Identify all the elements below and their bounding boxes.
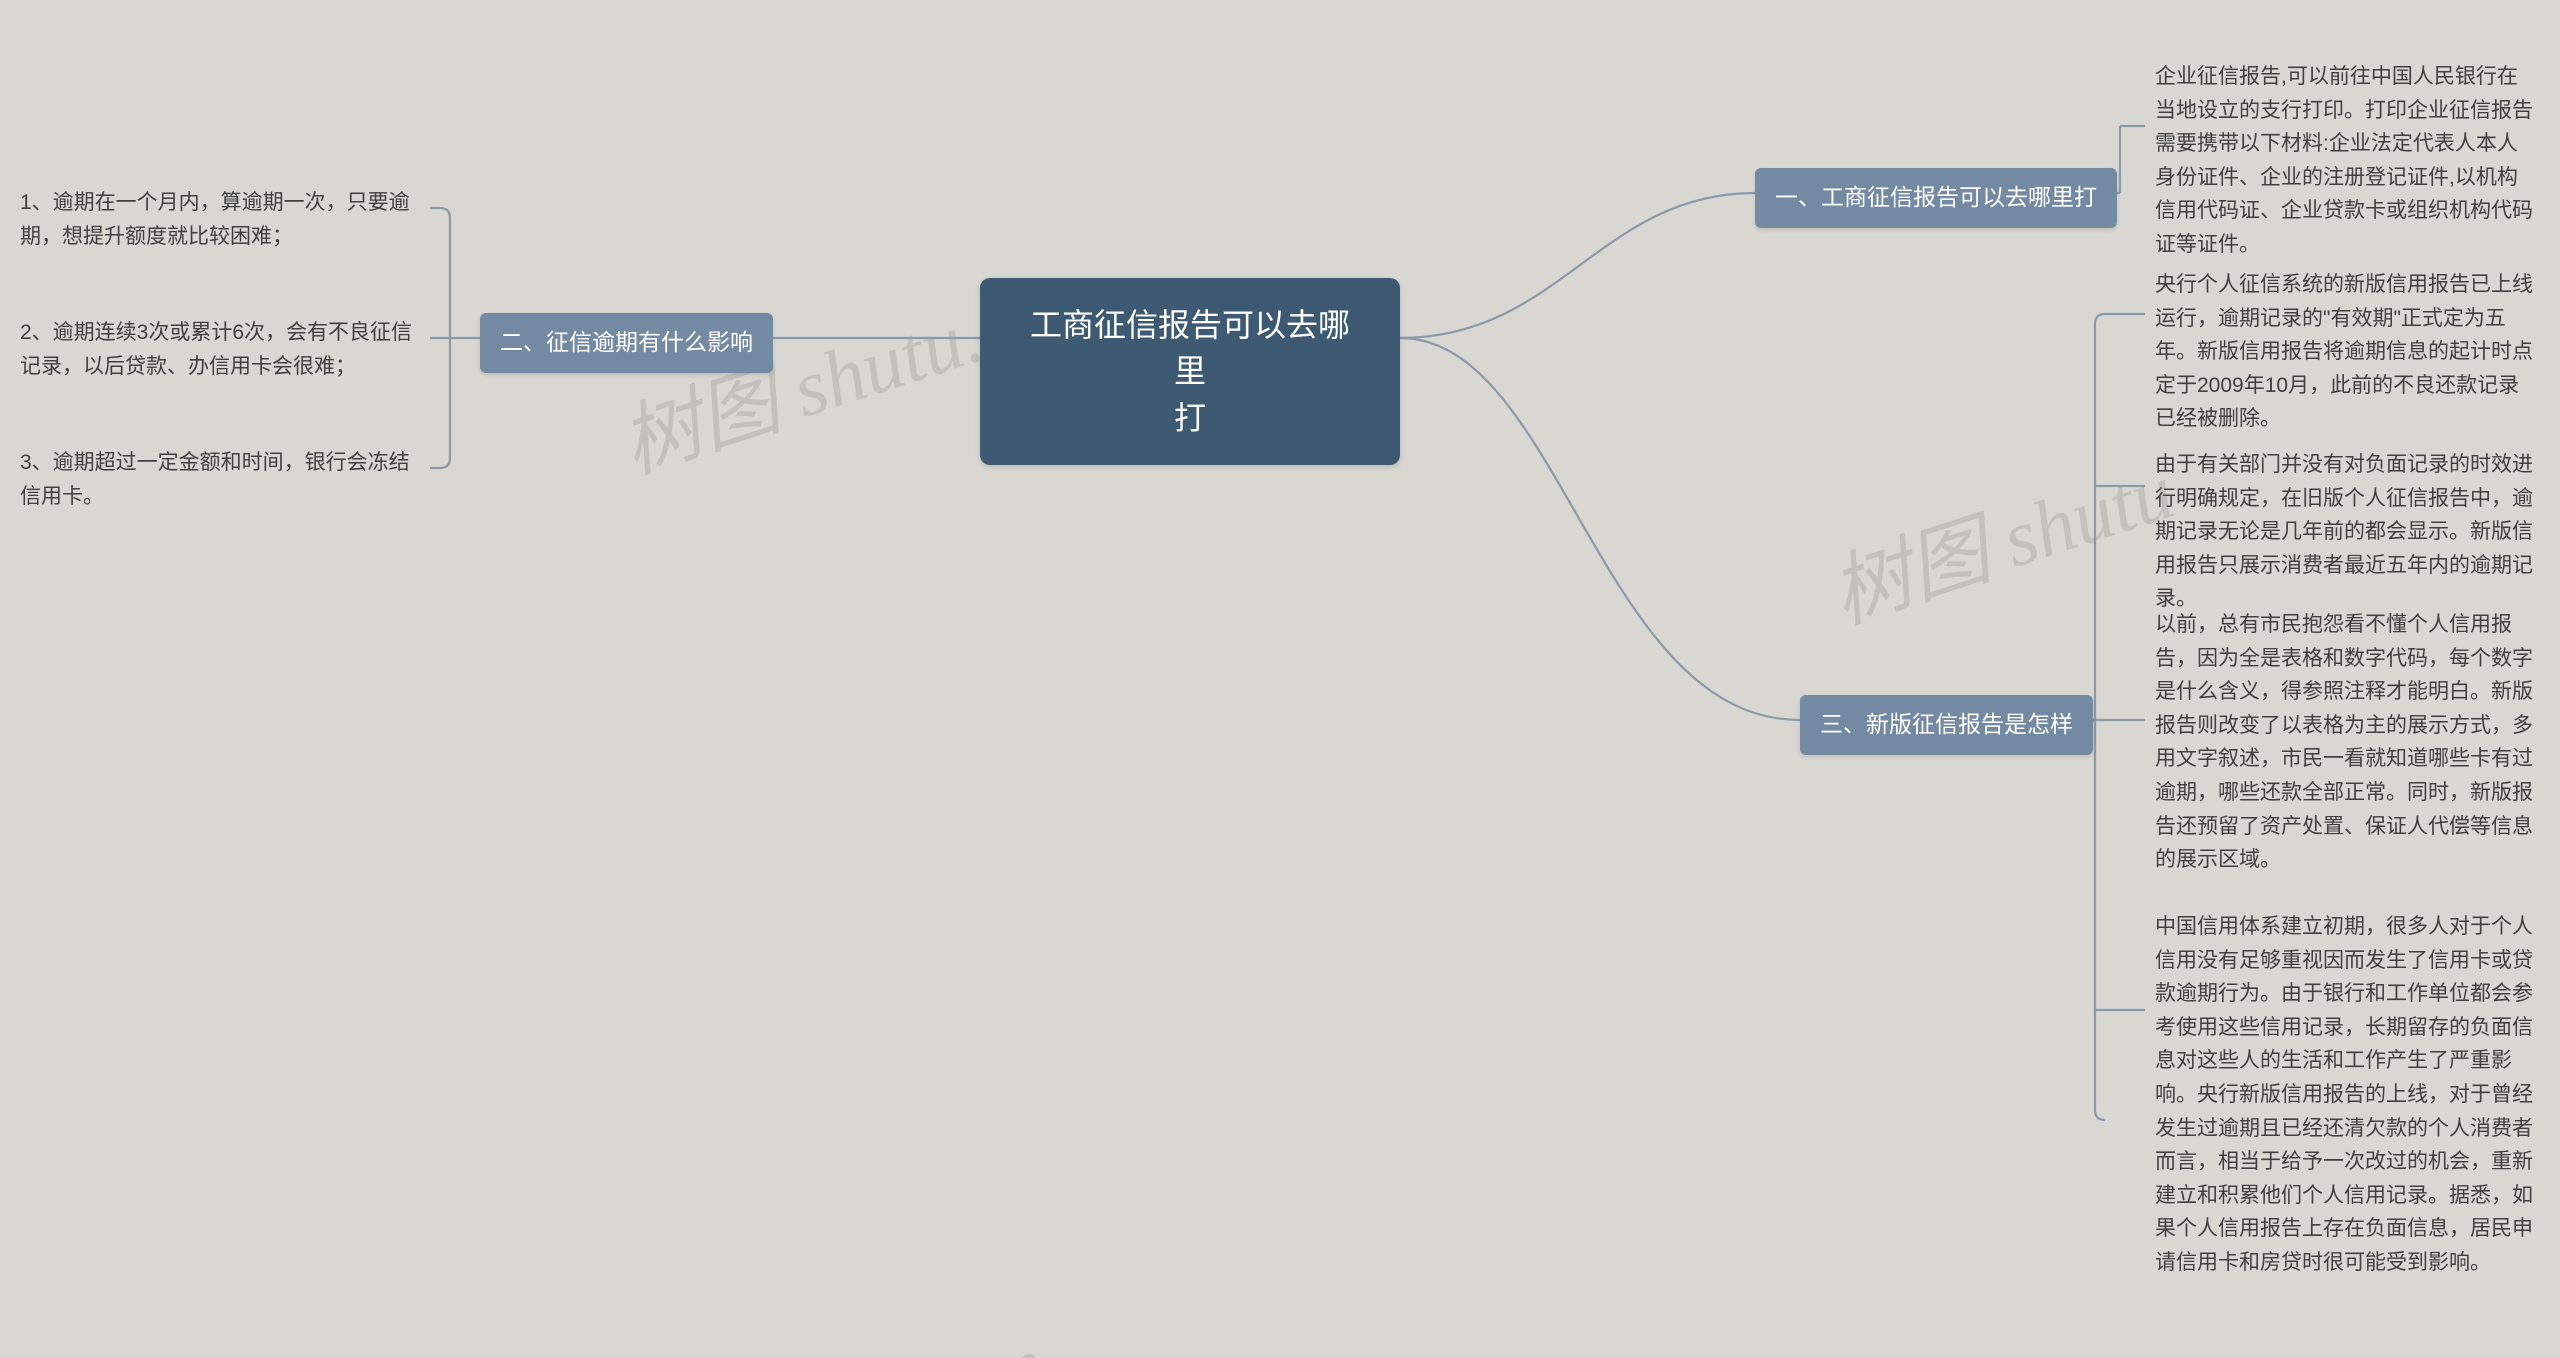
root-node[interactable]: 工商征信报告可以去哪里 打 [980,278,1400,465]
mindmap-canvas: 树图 shutu.cn 树图 shutu cn 工商征信报告可以去哪里 [0,0,2560,1358]
leaf-b2-1: 1、逾期在一个月内，算逾期一次，只要逾期，想提升额度就比较困难； [20,186,430,253]
leaf-b3-1: 央行个人征信系统的新版信用报告已上线运行，逾期记录的"有效期"正式定为五年。新版… [2155,268,2540,436]
leaf-b3-4: 中国信用体系建立初期，很多人对于个人信用没有足够重视因而发生了信用卡或贷款逾期行… [2155,910,2540,1280]
branch-3[interactable]: 三、新版征信报告是怎样 [1800,695,2093,755]
watermark-3: cn [965,1323,1053,1358]
root-line2: 打 [1016,395,1364,441]
leaf-b2-2: 2、逾期连续3次或累计6次，会有不良征信记录，以后贷款、办信用卡会很难； [20,316,430,383]
leaf-b2-3: 3、逾期超过一定金额和时间，银行会冻结信用卡。 [20,446,430,513]
leaf-b3-3: 以前，总有市民抱怨看不懂个人信用报告，因为全是表格和数字代码，每个数字是什么含义… [2155,608,2540,877]
root-line1: 工商征信报告可以去哪里 [1016,302,1364,395]
leaf-b1-1: 企业征信报告,可以前往中国人民银行在当地设立的支行打印。打印企业征信报告需要携带… [2155,60,2535,262]
branch-2[interactable]: 二、征信逾期有什么影响 [480,313,773,373]
leaf-b3-2: 由于有关部门并没有对负面记录的时效进行明确规定，在旧版个人征信报告中，逾期记录无… [2155,448,2540,616]
branch-1[interactable]: 一、工商征信报告可以去哪里打 [1755,168,2117,228]
watermark-2: 树图 shutu [1814,426,2186,646]
